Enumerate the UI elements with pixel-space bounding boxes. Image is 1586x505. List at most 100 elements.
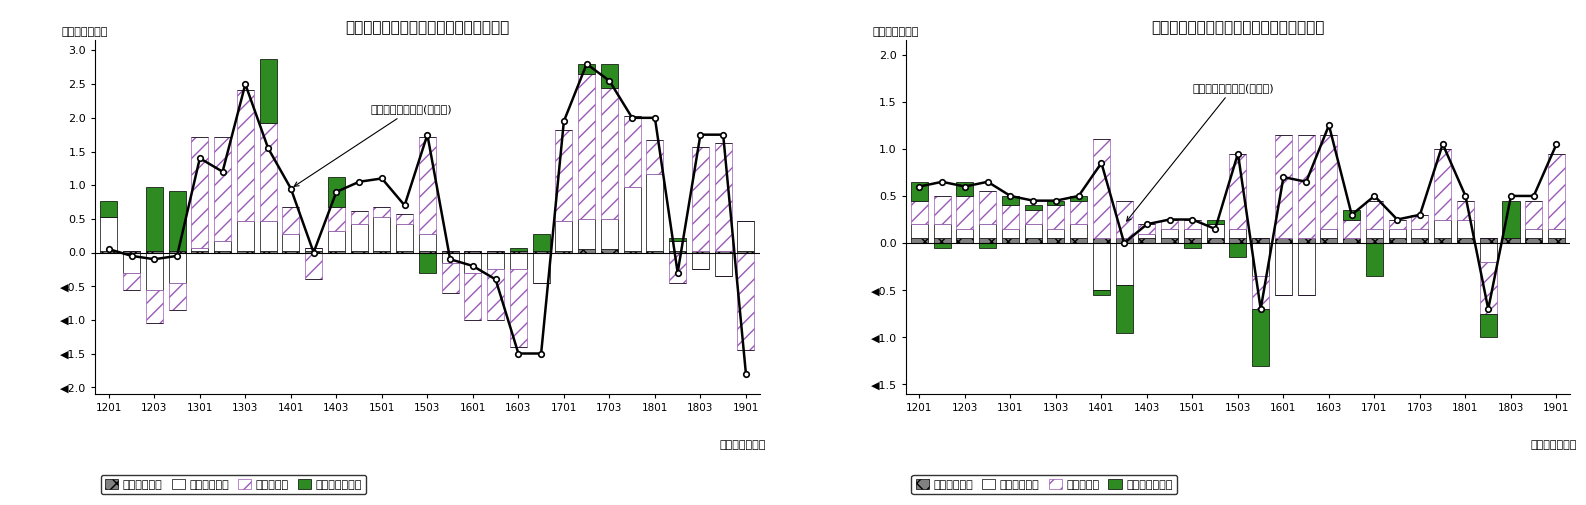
Bar xyxy=(1115,238,1132,243)
Text: （年・四半期）: （年・四半期） xyxy=(720,440,766,450)
Bar xyxy=(1025,210,1042,224)
Bar xyxy=(192,248,208,251)
Bar xyxy=(533,251,550,252)
Bar xyxy=(623,251,641,252)
Bar xyxy=(1297,238,1315,243)
Text: （前年差、％）: （前年差、％） xyxy=(872,27,918,37)
Bar xyxy=(192,137,208,248)
Bar xyxy=(146,187,163,251)
Bar xyxy=(910,224,928,238)
Bar xyxy=(1526,200,1542,229)
Bar xyxy=(1183,220,1201,229)
Bar xyxy=(1502,200,1519,238)
Bar xyxy=(601,87,619,219)
Bar xyxy=(1047,206,1064,229)
Bar xyxy=(1002,196,1018,206)
Bar xyxy=(555,130,573,221)
Bar xyxy=(647,174,663,251)
Bar xyxy=(715,251,731,252)
Bar xyxy=(579,64,595,74)
Bar xyxy=(1458,200,1473,220)
Bar xyxy=(1071,200,1086,224)
Bar xyxy=(1115,243,1132,285)
Bar xyxy=(691,252,709,269)
Bar xyxy=(146,289,163,323)
Bar xyxy=(1207,220,1224,224)
Bar xyxy=(910,182,928,200)
Bar xyxy=(1343,210,1361,220)
Bar xyxy=(396,224,412,251)
Bar xyxy=(1253,243,1269,276)
Bar xyxy=(1207,238,1224,243)
Bar xyxy=(260,251,276,252)
Bar xyxy=(1002,238,1018,243)
Bar xyxy=(669,238,687,241)
Bar xyxy=(146,252,163,289)
Bar xyxy=(1548,229,1565,238)
Bar xyxy=(146,251,163,252)
Bar xyxy=(509,251,527,252)
Bar xyxy=(647,140,663,174)
Text: （前年差、％）: （前年差、％） xyxy=(62,27,108,37)
Bar xyxy=(1161,220,1178,229)
Bar xyxy=(1139,234,1156,238)
Text: 売上高経常利益率(前年差): 売上高経常利益率(前年差) xyxy=(1126,83,1274,221)
Bar xyxy=(373,251,390,252)
Bar xyxy=(487,269,504,320)
Bar xyxy=(934,238,950,243)
Bar xyxy=(1343,238,1361,243)
Bar xyxy=(1434,220,1451,238)
Bar xyxy=(1071,224,1086,238)
Bar xyxy=(168,190,186,251)
Bar xyxy=(1002,206,1018,229)
Bar xyxy=(465,252,482,273)
Bar xyxy=(328,177,344,208)
Bar xyxy=(979,224,996,238)
Bar xyxy=(100,251,117,252)
Bar xyxy=(1253,276,1269,309)
Bar xyxy=(236,251,254,252)
Bar xyxy=(1025,206,1042,210)
Bar xyxy=(1093,238,1110,243)
Bar xyxy=(328,231,344,251)
Bar xyxy=(1115,200,1132,238)
Bar xyxy=(715,252,731,276)
Bar xyxy=(351,211,368,224)
Bar xyxy=(1389,238,1405,243)
Bar xyxy=(1253,238,1269,243)
Bar xyxy=(260,123,276,221)
Bar xyxy=(669,241,687,251)
Bar xyxy=(1161,238,1178,243)
Legend: 金融費用要因, 人件費用要因, 変動費要因, 減価償却費要因: 金融費用要因, 人件費用要因, 変動費要因, 減価償却費要因 xyxy=(912,475,1177,494)
Bar xyxy=(601,64,619,87)
Bar xyxy=(1366,229,1383,238)
Bar xyxy=(1526,238,1542,243)
Bar xyxy=(555,221,573,251)
Bar xyxy=(1161,229,1178,238)
Bar xyxy=(305,248,322,251)
Bar xyxy=(1229,154,1247,229)
Bar xyxy=(487,252,504,269)
Bar xyxy=(1071,196,1086,200)
Bar xyxy=(214,251,232,252)
Bar xyxy=(1025,238,1042,243)
Bar xyxy=(168,252,186,283)
Bar xyxy=(1297,135,1315,238)
Bar xyxy=(737,252,755,350)
Bar xyxy=(441,251,458,252)
Bar xyxy=(579,249,595,252)
Bar xyxy=(351,251,368,252)
Bar xyxy=(669,251,687,252)
Bar xyxy=(737,251,755,252)
Bar xyxy=(373,218,390,251)
Bar xyxy=(1343,220,1361,238)
Bar xyxy=(282,234,300,251)
Bar xyxy=(1047,229,1064,238)
Bar xyxy=(396,214,412,224)
Bar xyxy=(1548,154,1565,229)
Bar xyxy=(1183,238,1201,243)
Bar xyxy=(1093,243,1110,290)
Bar xyxy=(487,251,504,252)
Bar xyxy=(1183,229,1201,238)
Bar xyxy=(623,187,641,251)
